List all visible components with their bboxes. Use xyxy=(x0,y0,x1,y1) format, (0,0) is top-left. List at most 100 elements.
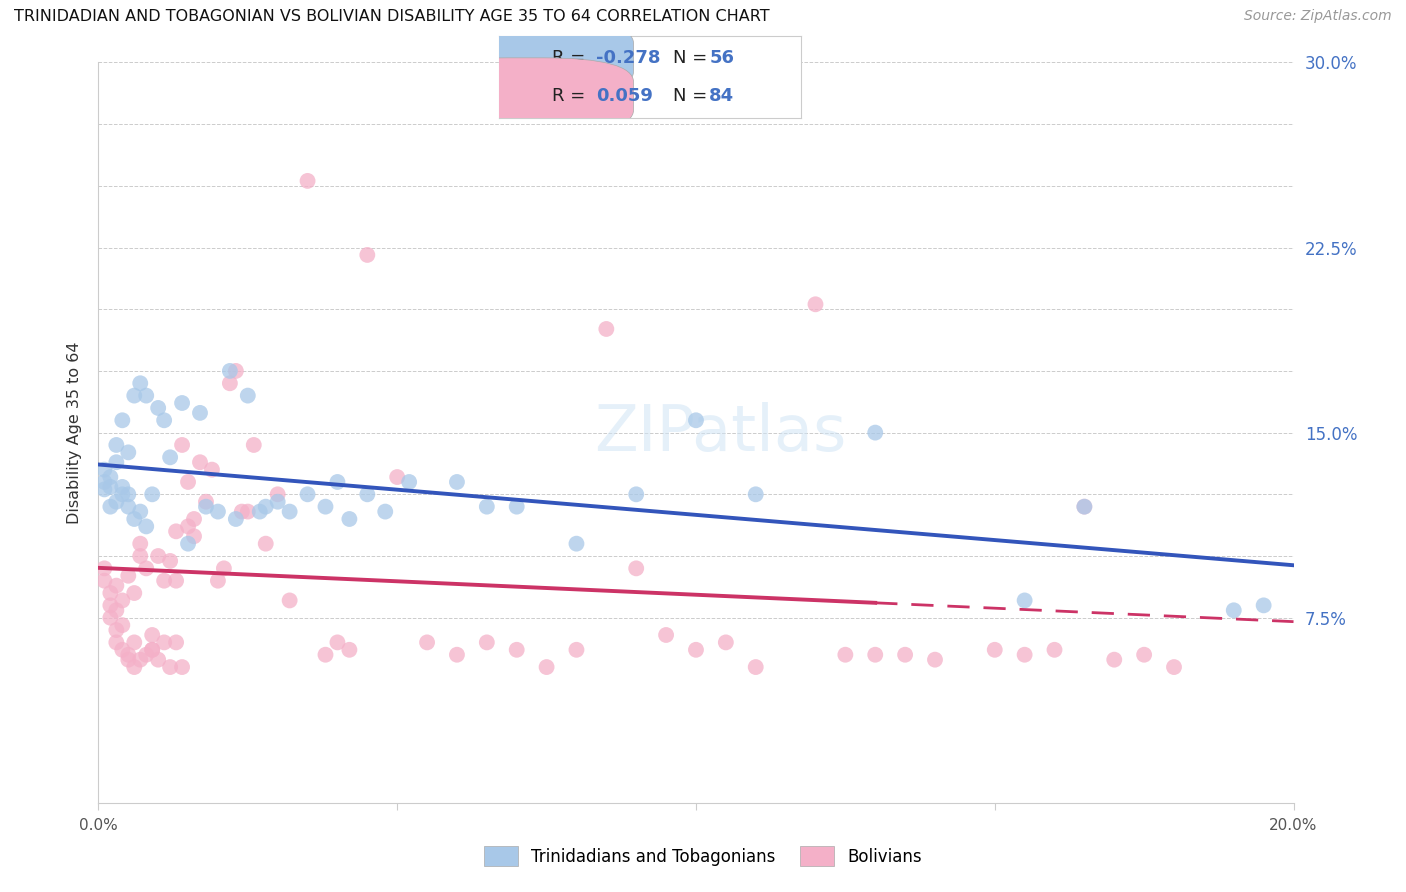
Point xyxy=(356,248,378,262)
Point xyxy=(446,475,468,489)
Point xyxy=(93,475,115,489)
Text: 0.059: 0.059 xyxy=(596,87,652,104)
Point xyxy=(655,628,678,642)
Point xyxy=(141,487,163,501)
Point xyxy=(894,648,917,662)
Point xyxy=(98,480,122,494)
Point xyxy=(254,500,277,514)
FancyBboxPatch shape xyxy=(418,58,634,134)
Point xyxy=(111,618,134,632)
Point xyxy=(141,642,163,657)
Point xyxy=(98,586,122,600)
Point xyxy=(225,364,247,378)
Text: R =: R = xyxy=(553,87,596,104)
Point xyxy=(565,536,588,550)
Point xyxy=(297,487,319,501)
Point xyxy=(506,500,529,514)
Point xyxy=(117,500,139,514)
Point xyxy=(565,642,588,657)
Point xyxy=(117,445,139,459)
Point xyxy=(225,512,247,526)
Point xyxy=(315,648,337,662)
FancyBboxPatch shape xyxy=(418,20,634,95)
Point xyxy=(105,635,128,649)
Point xyxy=(475,635,498,649)
Point xyxy=(236,505,259,519)
Point xyxy=(98,500,122,514)
Point xyxy=(111,642,134,657)
Point xyxy=(536,660,558,674)
Point xyxy=(124,388,146,402)
Point xyxy=(398,475,420,489)
Point xyxy=(172,438,194,452)
Point xyxy=(129,376,152,391)
Point xyxy=(714,635,737,649)
Point xyxy=(124,512,146,526)
Point xyxy=(249,505,271,519)
Point xyxy=(1014,648,1036,662)
Point xyxy=(153,574,176,588)
Point xyxy=(135,561,157,575)
Point xyxy=(98,470,122,484)
Point xyxy=(105,579,128,593)
Point xyxy=(124,586,146,600)
Point xyxy=(111,487,134,501)
Point xyxy=(117,487,139,501)
Point xyxy=(1163,660,1185,674)
Point xyxy=(129,549,152,563)
Point xyxy=(219,376,242,391)
Point xyxy=(356,487,378,501)
Text: 56: 56 xyxy=(709,49,734,67)
Point xyxy=(297,174,319,188)
Point xyxy=(374,505,396,519)
Point xyxy=(865,425,887,440)
Text: 84: 84 xyxy=(709,87,734,104)
Text: R =: R = xyxy=(553,49,591,67)
Point xyxy=(111,480,134,494)
Point xyxy=(506,642,529,657)
Point xyxy=(207,574,229,588)
Point xyxy=(153,635,176,649)
Point xyxy=(195,494,218,508)
Point xyxy=(153,413,176,427)
Point xyxy=(93,561,115,575)
Point xyxy=(219,364,242,378)
Point xyxy=(416,635,439,649)
Point xyxy=(1104,653,1126,667)
Point xyxy=(804,297,827,311)
Point xyxy=(201,462,224,476)
Point xyxy=(141,642,163,657)
Point xyxy=(165,524,187,539)
Point xyxy=(278,505,301,519)
Point xyxy=(278,593,301,607)
Point xyxy=(93,483,115,497)
Point xyxy=(685,413,707,427)
Point xyxy=(117,648,139,662)
Point xyxy=(105,455,128,469)
Point xyxy=(105,623,128,637)
Point xyxy=(183,512,205,526)
Point xyxy=(111,593,134,607)
Point xyxy=(124,635,146,649)
Point xyxy=(165,574,187,588)
Point xyxy=(267,494,290,508)
Point xyxy=(159,554,181,568)
Point xyxy=(159,450,181,465)
Point xyxy=(135,648,157,662)
Point xyxy=(339,512,361,526)
Point xyxy=(595,322,617,336)
Point xyxy=(267,487,290,501)
Y-axis label: Disability Age 35 to 64: Disability Age 35 to 64 xyxy=(67,342,83,524)
Point xyxy=(148,549,170,563)
Point xyxy=(105,494,128,508)
Point xyxy=(1073,500,1095,514)
Point xyxy=(111,413,134,427)
Point xyxy=(326,635,349,649)
Point xyxy=(129,653,152,667)
Point xyxy=(172,660,194,674)
Point xyxy=(984,642,1007,657)
Point xyxy=(105,603,128,617)
Point xyxy=(865,648,887,662)
Point xyxy=(446,648,468,662)
Text: Source: ZipAtlas.com: Source: ZipAtlas.com xyxy=(1244,9,1392,23)
